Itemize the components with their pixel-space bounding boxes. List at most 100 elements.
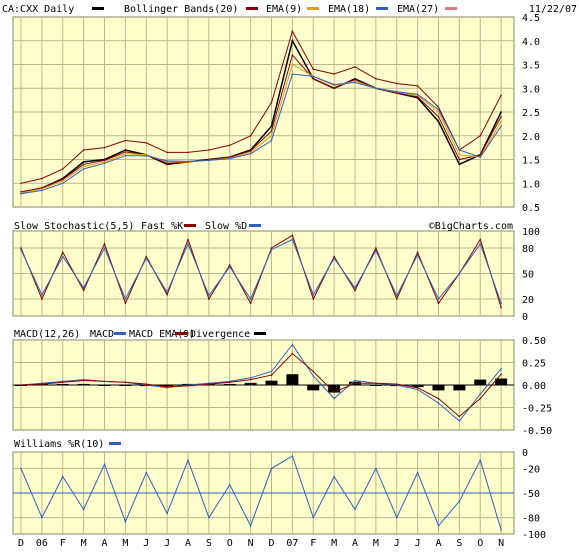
divergence-bar [474,379,487,385]
williams-swatch [109,442,121,445]
williams-title: Williams %R(10) [14,439,104,450]
data-point [124,153,127,155]
ema18-swatch [376,7,388,10]
data-point [124,151,127,153]
data-point [124,298,127,300]
data-point [41,383,43,385]
divergence-bar [453,385,466,391]
data-point [458,149,461,151]
data-point [395,298,398,300]
data-point [333,391,335,394]
data-point [375,247,377,249]
divergence-bar [307,385,320,391]
data-point [354,382,356,385]
y-tick-label: 1.5 [522,156,540,167]
data-point [124,302,127,305]
x-tick-label: M [122,538,128,549]
data-point [291,54,294,56]
data-point [166,291,168,294]
data-point [479,459,482,462]
data-point [103,463,106,466]
series-line-stoch-0 [20,234,502,308]
data-point [437,298,440,300]
data-point [145,255,148,258]
legend-bollinger: Bollinger Bands(20) [124,4,238,15]
data-point [270,101,273,104]
data-point [500,115,502,118]
data-point [61,182,64,185]
data-point [124,139,127,142]
data-point [41,298,43,300]
data-point [61,178,64,181]
macd-title: MACD(12,26) [14,329,80,340]
data-point [208,149,210,151]
y-tick-label: -20 [522,464,540,475]
x-tick-label: S [456,538,462,549]
y-tick-label: 2.5 [522,108,540,119]
data-point [500,94,502,97]
macd-ema-swatch [175,332,187,335]
data-point [166,151,168,154]
y-tick-label: -0.50 [522,426,552,437]
data-point [270,374,273,376]
y-tick-label: -0.25 [522,404,552,415]
data-point [61,251,64,254]
x-tick-label: S [206,538,212,549]
x-tick-label: 07 [286,538,298,549]
divergence-bar [56,383,69,385]
data-point [437,106,440,109]
data-point [354,81,356,84]
data-point [500,373,502,376]
data-point [458,272,461,275]
data-point [333,83,335,86]
data-point [312,375,315,377]
data-point [208,516,210,519]
data-point [500,306,502,309]
data-point [437,397,440,400]
data-point [333,397,335,400]
stoch-legend-slowd: Slow %D [205,221,247,232]
data-point [124,381,127,384]
x-tick-label: J [394,538,400,549]
data-point [166,512,168,515]
data-point [437,111,440,113]
data-point [61,381,64,384]
data-point [103,146,106,149]
data-point [416,471,419,474]
macd-legend-macd: MACD [90,329,114,340]
data-point [291,455,294,457]
data-point [312,370,315,373]
data-point [354,287,356,289]
data-point [458,153,461,156]
data-point [61,475,64,478]
data-point [145,154,148,157]
data-point [395,383,398,385]
data-point [187,385,189,387]
data-point [187,238,189,241]
data-point [291,352,294,355]
data-point [270,467,273,470]
data-point [228,381,231,384]
y-tick-label: 0.25 [522,359,546,370]
data-point [333,255,335,258]
data-point [375,77,377,80]
data-point [479,397,482,400]
y-tick-label: 80 [522,244,534,255]
data-point [312,293,315,296]
divergence-bar [265,380,278,385]
data-point [291,73,294,75]
data-point [82,165,85,168]
data-point [249,153,252,155]
data-point [291,234,294,237]
data-point [124,154,127,157]
stoch-title: Slow Stochastic(5,5) [14,221,134,232]
series-line-price-3 [20,63,502,194]
y-tick-label: 2.0 [522,132,540,143]
data-point [103,159,106,162]
data-point [82,508,85,511]
data-point [375,249,377,252]
series-line-stoch-1 [20,238,502,304]
data-point [395,294,398,297]
macd-swatch [114,332,126,335]
data-point [82,289,85,292]
